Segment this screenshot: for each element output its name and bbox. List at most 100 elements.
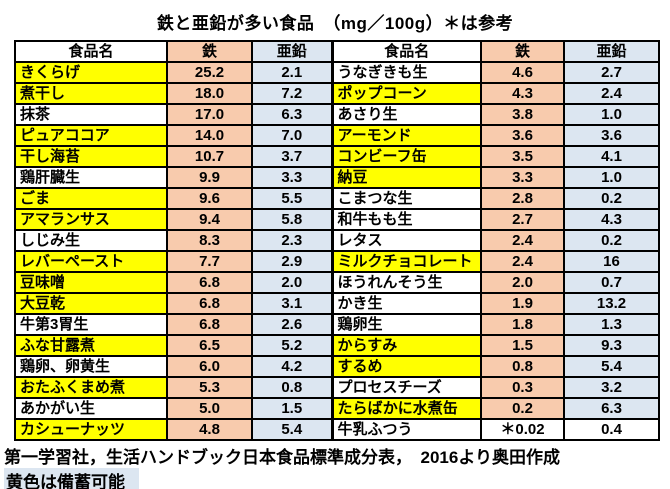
zinc-value-cell: 13.2 — [563, 292, 660, 315]
table-row: レバーペースト 7.7 2.9 ミルクチョコレート 2.4 16 — [14, 250, 660, 273]
header-food-name-right: 食品名 — [330, 40, 482, 63]
iron-value-cell: 9.4 — [166, 208, 253, 231]
iron-value-cell: 25.2 — [166, 61, 253, 84]
zinc-value-cell: 0.4 — [563, 418, 660, 441]
food-name-cell: ふな甘露煮 — [14, 334, 168, 357]
source-citation: 第一学習社，生活ハンドブック日本食品標準成分表， 2016より奥田作成 — [4, 448, 560, 467]
header-zinc-left: 亜鉛 — [251, 40, 333, 63]
zinc-value-cell: 2.0 — [251, 271, 333, 294]
zinc-value-cell: 2.9 — [251, 250, 333, 273]
food-name-cell: かき生 — [330, 292, 482, 315]
zinc-value-cell: 5.8 — [251, 208, 333, 231]
food-name-cell: 大豆乾 — [14, 292, 168, 315]
food-name-cell: 牛乳ふつう — [330, 418, 482, 441]
food-name-cell: ピュアココア — [14, 124, 168, 147]
zinc-value-cell: 4.1 — [563, 145, 660, 168]
iron-value-cell: ＊0.02 — [480, 418, 565, 441]
food-name-cell: ポップコーン — [330, 82, 482, 105]
legend-line: 黄色は備蓄可能 — [4, 468, 670, 489]
zinc-value-cell: 0.8 — [251, 376, 333, 399]
iron-value-cell: 6.8 — [166, 313, 253, 336]
zinc-value-cell: 2.3 — [251, 229, 333, 252]
table-row: 鶏肝臓生 9.9 3.3 納豆 3.3 1.0 — [14, 166, 660, 189]
iron-value-cell: 9.6 — [166, 187, 253, 210]
iron-value-cell: 0.8 — [480, 355, 565, 378]
zinc-value-cell: 3.1 — [251, 292, 333, 315]
food-name-cell: あさり生 — [330, 103, 482, 126]
zinc-value-cell: 2.1 — [251, 61, 333, 84]
food-name-cell: 牛第3胃生 — [14, 313, 168, 336]
food-name-cell: 鶏肝臓生 — [14, 166, 168, 189]
food-table: 食品名 鉄 亜鉛 食品名 鉄 亜鉛 きくらげ 25.2 2.1 うなぎきも生 4.6 2.… — [14, 40, 660, 441]
table-row: ピュアココア 14.0 7.0 アーモンド 3.6 3.6 — [14, 124, 660, 147]
zinc-value-cell: 0.2 — [563, 229, 660, 252]
food-name-cell: 煮干し — [14, 82, 168, 105]
table-row: あかがい生 5.0 1.5 たらばかに水煮缶 0.2 6.3 — [14, 397, 660, 420]
iron-value-cell: 0.2 — [480, 397, 565, 420]
zinc-value-cell: 3.3 — [251, 166, 333, 189]
header-iron-left: 鉄 — [166, 40, 253, 63]
zinc-value-cell: 0.2 — [563, 187, 660, 210]
zinc-value-cell: 3.2 — [563, 376, 660, 399]
iron-value-cell: 7.7 — [166, 250, 253, 273]
zinc-value-cell: 3.7 — [251, 145, 333, 168]
table-row: ふな甘露煮 6.5 5.2 からすみ 1.5 9.3 — [14, 334, 660, 357]
zinc-value-cell: 5.4 — [251, 418, 333, 441]
legend-note: 黄色は備蓄可能 — [4, 468, 139, 489]
iron-value-cell: 2.8 — [480, 187, 565, 210]
iron-value-cell: 3.6 — [480, 124, 565, 147]
table-row: 豆味噌 6.8 2.0 ほうれんそう生 2.0 0.7 — [14, 271, 660, 294]
food-name-cell: きくらげ — [14, 61, 168, 84]
header-row: 食品名 鉄 亜鉛 食品名 鉄 亜鉛 — [14, 40, 660, 63]
table-row: 抹茶 17.0 6.3 あさり生 3.8 1.0 — [14, 103, 660, 126]
iron-value-cell: 17.0 — [166, 103, 253, 126]
food-name-cell: 鶏卵、卵黄生 — [14, 355, 168, 378]
iron-value-cell: 8.3 — [166, 229, 253, 252]
zinc-value-cell: 6.3 — [251, 103, 333, 126]
food-name-cell: カシューナッツ — [14, 418, 168, 441]
zinc-value-cell: 2.7 — [563, 61, 660, 84]
table-row: 大豆乾 6.8 3.1 かき生 1.9 13.2 — [14, 292, 660, 315]
food-name-cell: ほうれんそう生 — [330, 271, 482, 294]
iron-value-cell: 6.8 — [166, 292, 253, 315]
iron-value-cell: 2.4 — [480, 250, 565, 273]
food-name-cell: うなぎきも生 — [330, 61, 482, 84]
zinc-value-cell: 1.5 — [251, 397, 333, 420]
food-name-cell: 干し海苔 — [14, 145, 168, 168]
zinc-value-cell: 7.0 — [251, 124, 333, 147]
food-name-cell: するめ — [330, 355, 482, 378]
zinc-value-cell: 0.7 — [563, 271, 660, 294]
table-row: 干し海苔 10.7 3.7 コンビーフ缶 3.5 4.1 — [14, 145, 660, 168]
food-name-cell: 抹茶 — [14, 103, 168, 126]
food-name-cell: おたふくまめ煮 — [14, 376, 168, 399]
zinc-value-cell: 16 — [563, 250, 660, 273]
iron-value-cell: 2.0 — [480, 271, 565, 294]
food-name-cell: あかがい生 — [14, 397, 168, 420]
iron-value-cell: 1.9 — [480, 292, 565, 315]
iron-value-cell: 6.5 — [166, 334, 253, 357]
food-name-cell: プロセスチーズ — [330, 376, 482, 399]
food-name-cell: しじみ生 — [14, 229, 168, 252]
zinc-value-cell: 6.3 — [563, 397, 660, 420]
iron-value-cell: 4.6 — [480, 61, 565, 84]
table-row: 煮干し 18.0 7.2 ポップコーン 4.3 2.4 — [14, 82, 660, 105]
table-row: おたふくまめ煮 5.3 0.8 プロセスチーズ 0.3 3.2 — [14, 376, 660, 399]
table-row: ごま 9.6 5.5 こまつな生 2.8 0.2 — [14, 187, 660, 210]
iron-value-cell: 2.7 — [480, 208, 565, 231]
food-name-cell: レバーペースト — [14, 250, 168, 273]
table-row: 牛第3胃生 6.8 2.6 鶏卵生 1.8 1.3 — [14, 313, 660, 336]
table-row: カシューナッツ 4.8 5.4 牛乳ふつう ＊0.02 0.4 — [14, 418, 660, 441]
iron-value-cell: 3.3 — [480, 166, 565, 189]
page-title: 鉄と亜鉛が多い食品 （mg／100g）＊は参考 — [156, 14, 514, 33]
food-name-cell: レタス — [330, 229, 482, 252]
food-name-cell: ミルクチョコレート — [330, 250, 482, 273]
table-row: きくらげ 25.2 2.1 うなぎきも生 4.6 2.7 — [14, 61, 660, 84]
food-name-cell: からすみ — [330, 334, 482, 357]
zinc-value-cell: 1.0 — [563, 166, 660, 189]
food-name-cell: 鶏卵生 — [330, 313, 482, 336]
zinc-value-cell: 3.6 — [563, 124, 660, 147]
iron-value-cell: 3.8 — [480, 103, 565, 126]
zinc-value-cell: 4.2 — [251, 355, 333, 378]
iron-value-cell: 0.3 — [480, 376, 565, 399]
table-row: アマランサス 9.4 5.8 和牛もも生 2.7 4.3 — [14, 208, 660, 231]
